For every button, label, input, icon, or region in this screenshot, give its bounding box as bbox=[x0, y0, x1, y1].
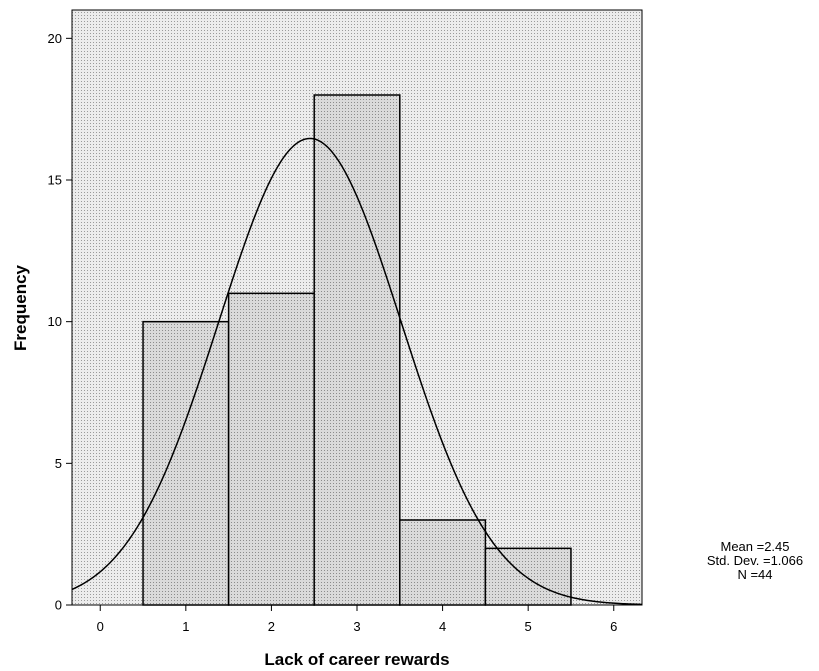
normal-curve bbox=[71, 137, 643, 606]
std-dev-stat: Std. Dev. =1.066 bbox=[706, 553, 804, 568]
bar-3 bbox=[313, 94, 401, 606]
bar-4 bbox=[399, 519, 487, 606]
y-tick-label: 5 bbox=[55, 456, 62, 471]
y-axis: 0 5 10 15 20 bbox=[48, 31, 72, 613]
x-tick-label: 3 bbox=[353, 619, 360, 634]
x-tick-label: 0 bbox=[97, 619, 104, 634]
bars bbox=[142, 94, 572, 606]
x-axis-title: Lack of career rewards bbox=[264, 650, 449, 669]
bar-2 bbox=[227, 292, 315, 606]
mean-stat: Mean =2.45 bbox=[720, 539, 790, 554]
y-axis-title: Frequency bbox=[11, 264, 30, 351]
y-tick-label: 15 bbox=[48, 173, 62, 188]
x-tick-label: 2 bbox=[268, 619, 275, 634]
y-tick-label: 10 bbox=[48, 314, 62, 329]
y-tick-label: 0 bbox=[55, 598, 62, 613]
x-tick-label: 5 bbox=[525, 619, 532, 634]
x-tick-label: 6 bbox=[610, 619, 617, 634]
bar-5 bbox=[484, 547, 572, 606]
summary-statistics: Mean =2.45 Std. Dev. =1.066 N =44 bbox=[700, 540, 810, 582]
n-stat: N =44 bbox=[737, 567, 773, 582]
x-axis: 0 1 2 3 4 5 6 bbox=[97, 605, 617, 634]
bar-1 bbox=[142, 320, 230, 606]
x-tick-label: 4 bbox=[439, 619, 446, 634]
x-tick-label: 1 bbox=[182, 619, 189, 634]
y-tick-label: 20 bbox=[48, 31, 62, 46]
